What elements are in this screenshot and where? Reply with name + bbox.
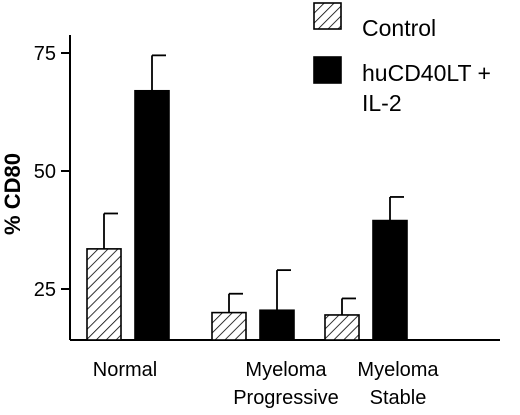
bar-control: [86, 248, 122, 341]
y-tick-label: 25: [34, 279, 56, 301]
legend-swatch-control: [313, 2, 342, 30]
bar-treatment: [259, 309, 295, 341]
y-tick-label: 75: [34, 43, 56, 65]
legend-swatch-treatment: [313, 56, 342, 84]
bar-control: [211, 311, 247, 341]
bar-treatment: [372, 219, 408, 341]
x-category-label: Myeloma Stable: [357, 359, 439, 409]
bar-control: [324, 314, 360, 341]
plot-area: 25 50 75 % CD80 Normal Myeloma Progressive Myel…: [0, 35, 500, 409]
y-axis-label: % CD80: [0, 153, 25, 235]
x-category-label: Normal: [93, 359, 157, 381]
y-tick-label: 50: [34, 161, 56, 183]
bar-treatment: [134, 89, 170, 341]
legend-label: huCD40LT + IL-2: [362, 60, 491, 116]
x-category-label: Myeloma Progressive: [233, 359, 339, 409]
legend: Control huCD40LT + IL-2: [313, 2, 491, 116]
legend-label: Control: [362, 15, 436, 41]
